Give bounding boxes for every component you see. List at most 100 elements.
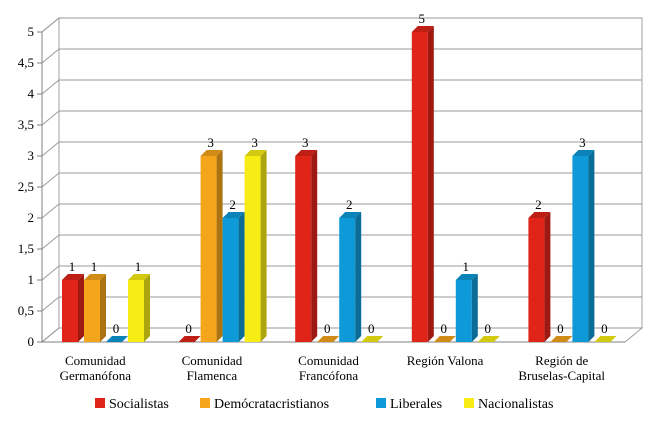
bar-side [260, 150, 267, 342]
bar-front [528, 218, 545, 342]
legend-swatch [464, 398, 474, 408]
gridline [41, 327, 642, 343]
y-tick-label: 4,5 [18, 55, 34, 70]
bar-side [588, 150, 595, 342]
gridline [41, 203, 642, 219]
category-label: Región de Bruselas-Capital [518, 353, 605, 383]
data-label: 0 [324, 321, 331, 336]
y-tick-label: 1 [28, 272, 35, 287]
data-label: 1 [69, 259, 76, 274]
bar-top [244, 150, 267, 156]
legend-label: Liberales [390, 397, 442, 412]
gridline [41, 296, 642, 312]
bar-side [311, 150, 318, 342]
bar[interactable] [339, 212, 362, 342]
bar-front [455, 280, 472, 342]
bar[interactable] [528, 212, 551, 342]
bar[interactable] [200, 150, 223, 342]
data-label: 2 [229, 197, 236, 212]
bar-front [339, 218, 356, 342]
bar[interactable] [572, 150, 595, 342]
bar-top [550, 336, 573, 342]
data-label: 1 [91, 259, 98, 274]
category-label-line: Bruselas-Capital [518, 368, 605, 383]
bar-top [528, 212, 551, 218]
bar-top [84, 274, 106, 280]
bar[interactable] [317, 336, 340, 342]
bar[interactable] [222, 212, 245, 342]
gridline [41, 48, 642, 64]
gridline [41, 141, 642, 157]
bar-side [238, 212, 245, 342]
bar-top [128, 274, 150, 280]
bar-top [477, 336, 500, 342]
category-label-line: Germanófona [60, 368, 132, 383]
category-label-line: Región de [535, 353, 588, 368]
data-label: 1 [463, 259, 470, 274]
bar-front [128, 280, 144, 342]
y-tick-label: 4 [28, 86, 35, 101]
data-label: 0 [601, 321, 608, 336]
bar-front [200, 156, 217, 342]
legend-label: Demócratacristianos [214, 397, 329, 412]
bar-side [355, 212, 362, 342]
data-label: 2 [535, 197, 542, 212]
y-tick-label: 0 [28, 334, 35, 349]
bar-top [62, 274, 84, 280]
bar-front [222, 218, 239, 342]
bar-top [455, 274, 478, 280]
data-label: 0 [557, 321, 564, 336]
legend-item: Liberales [376, 397, 442, 412]
bar[interactable] [84, 274, 106, 342]
bar[interactable] [361, 336, 384, 342]
y-tick-label: 2,5 [18, 179, 34, 194]
data-label: 0 [113, 321, 120, 336]
bar-top [411, 26, 434, 32]
category-label-line: Comunidad [182, 353, 243, 368]
bar-side [78, 274, 84, 342]
bar[interactable] [411, 26, 434, 342]
category-label: Comunidad Francófona [298, 353, 359, 383]
bar-front [244, 156, 261, 342]
y-tick-label: 3 [28, 148, 35, 163]
bar[interactable] [128, 274, 150, 342]
bar-side [427, 26, 434, 342]
category-label-line: Francófona [299, 368, 358, 383]
bar[interactable] [62, 274, 84, 342]
category-label-line: Región Valona [407, 353, 484, 368]
category-label-line: Comunidad [298, 353, 359, 368]
gridlines [41, 17, 642, 343]
y-tick-label: 2 [28, 210, 35, 225]
y-tick-label: 1,5 [18, 241, 34, 256]
bar-top [222, 212, 245, 218]
data-label: 3 [251, 135, 258, 150]
data-label: 3 [302, 135, 309, 150]
bar[interactable] [178, 336, 201, 342]
gridline [41, 17, 642, 33]
bar[interactable] [455, 274, 478, 342]
data-label: 0 [485, 321, 492, 336]
legend: Socialistas Demócratacristianos Liberales N… [95, 397, 553, 412]
y-tick-label: 5 [28, 24, 35, 39]
bar[interactable] [477, 336, 500, 342]
bar-front [295, 156, 312, 342]
bar[interactable] [106, 336, 128, 342]
bar-front [84, 280, 100, 342]
bar-top [594, 336, 617, 342]
category-label-line: Flamenca [187, 368, 238, 383]
bar-top [295, 150, 318, 156]
gridline [41, 172, 642, 188]
bar[interactable] [295, 150, 318, 342]
y-tick-label: 0,5 [18, 303, 34, 318]
bar-side [144, 274, 150, 342]
bar-side [471, 274, 478, 342]
bar[interactable] [244, 150, 267, 342]
bar-front [572, 156, 589, 342]
bar[interactable] [550, 336, 573, 342]
y-axis-ticks: 0 0,5 1 1,5 2 2,5 3 3,5 4 4,5 5 [18, 24, 42, 349]
bar[interactable] [433, 336, 456, 342]
bar[interactable] [594, 336, 617, 342]
legend-swatch [95, 398, 105, 408]
